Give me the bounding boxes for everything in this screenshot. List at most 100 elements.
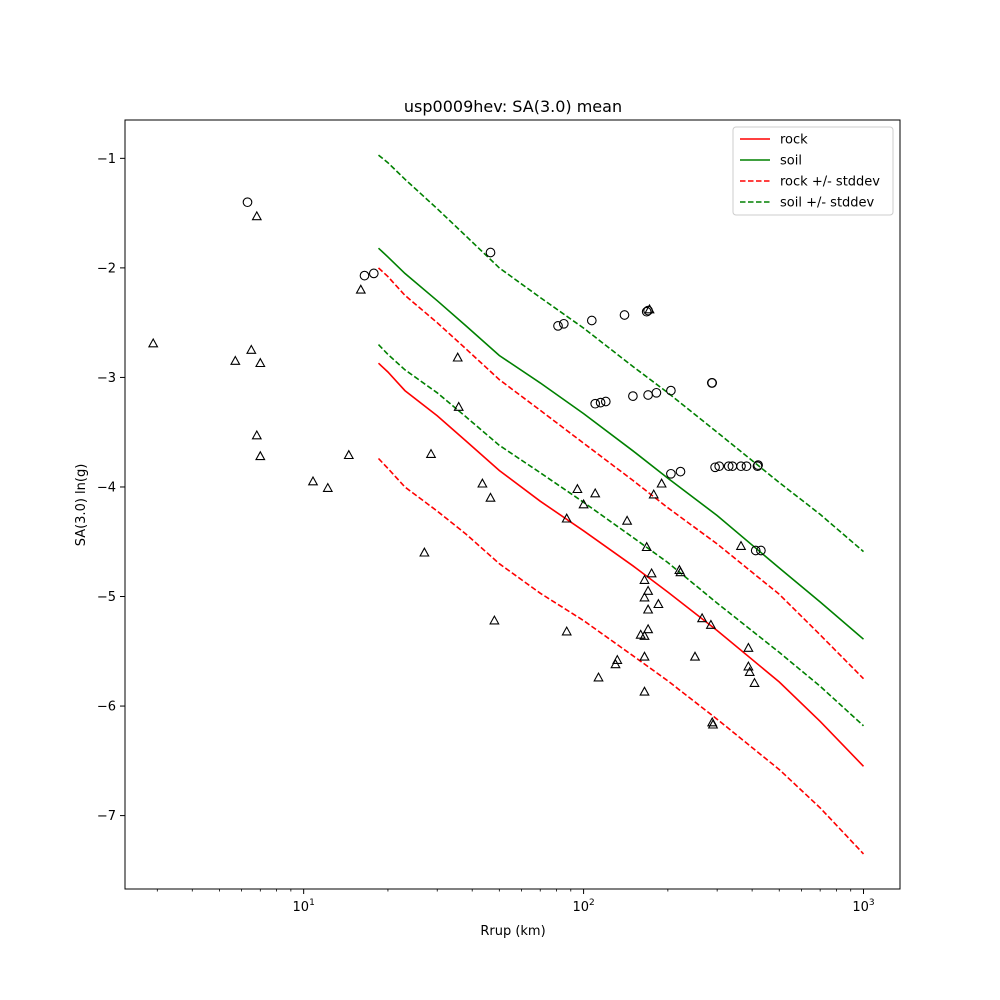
triangle-marker bbox=[589, 487, 601, 498]
plot-lines bbox=[377, 154, 865, 855]
triangle-marker bbox=[639, 574, 650, 584]
circle-marker bbox=[628, 391, 638, 401]
triangle-marker bbox=[578, 498, 589, 509]
triangle-marker bbox=[641, 541, 652, 552]
triangle-marker bbox=[639, 651, 650, 661]
y-tick-label: −7 bbox=[97, 809, 116, 824]
circle-marker bbox=[756, 545, 766, 556]
circle-marker bbox=[600, 396, 611, 407]
chart-title: usp0009hev: SA(3.0) mean bbox=[404, 97, 622, 116]
circle-marker bbox=[750, 545, 761, 556]
x-tick-label: 103 bbox=[852, 898, 874, 915]
triangle-marker bbox=[689, 651, 701, 661]
series-line-3 bbox=[377, 457, 865, 855]
triangle-marker bbox=[251, 210, 263, 221]
triangle-marker bbox=[255, 450, 266, 461]
triangle-marker bbox=[343, 449, 355, 460]
triangle-marker bbox=[307, 475, 319, 486]
circle-marker bbox=[714, 461, 725, 472]
triangle-marker bbox=[653, 598, 664, 609]
triangle-marker bbox=[749, 677, 760, 687]
legend-label: rock bbox=[780, 133, 808, 148]
circle-marker bbox=[675, 466, 686, 477]
legend-label: soil bbox=[780, 154, 802, 169]
series-line-1 bbox=[377, 247, 865, 640]
triangle-marker bbox=[593, 671, 604, 682]
triangle-marker bbox=[646, 567, 657, 578]
triangle-marker bbox=[246, 344, 257, 354]
series-line-5 bbox=[377, 344, 865, 727]
legend-label: rock +/- stddev bbox=[780, 175, 880, 190]
circle-marker bbox=[368, 268, 379, 279]
y-tick-label: −1 bbox=[97, 152, 116, 167]
series-line-4 bbox=[377, 154, 865, 553]
triangle-marker bbox=[735, 540, 747, 550]
circle-marker bbox=[242, 197, 253, 208]
triangle-marker bbox=[675, 566, 686, 577]
x-axis-label: Rrup (km) bbox=[480, 924, 545, 939]
circle-marker bbox=[619, 310, 630, 320]
circle-marker bbox=[595, 397, 606, 408]
triangle-marker bbox=[452, 352, 463, 362]
triangle-marker bbox=[612, 654, 623, 664]
series-line-2 bbox=[377, 267, 865, 680]
triangle-marker bbox=[322, 482, 334, 492]
x-tick-label: 101 bbox=[293, 898, 315, 915]
y-tick-label: −2 bbox=[97, 261, 116, 276]
triangle-marker bbox=[642, 623, 654, 634]
triangle-marker bbox=[489, 614, 500, 625]
circle-marker bbox=[590, 398, 601, 409]
circle-marker bbox=[641, 306, 652, 317]
triangle-marker bbox=[656, 478, 667, 488]
triangle-marker bbox=[419, 547, 430, 557]
triangle-marker bbox=[425, 448, 437, 458]
y-tick-label: −5 bbox=[97, 590, 116, 605]
y-axis: −1 −2 −3 −4 −5 −6 −7 bbox=[97, 152, 125, 824]
triangle-marker bbox=[561, 625, 572, 636]
circle-marker bbox=[586, 315, 597, 326]
triangle-marker bbox=[705, 619, 717, 629]
circle-marker bbox=[710, 462, 720, 473]
triangle-marker bbox=[642, 585, 654, 595]
triangle-marker bbox=[696, 612, 708, 623]
triangle-marker bbox=[744, 666, 755, 676]
triangle-marker bbox=[561, 513, 572, 523]
series-line-0 bbox=[377, 362, 865, 767]
circle-marker bbox=[723, 461, 734, 472]
triangle-marker bbox=[707, 719, 719, 729]
circle-marker bbox=[753, 460, 763, 470]
circle-marker bbox=[741, 461, 752, 472]
x-tick-label: 102 bbox=[572, 898, 594, 915]
triangle-marker bbox=[639, 686, 650, 696]
circle-marker bbox=[707, 378, 718, 388]
triangle-marker bbox=[147, 337, 159, 348]
y-tick-label: −6 bbox=[97, 700, 116, 715]
circle-marker bbox=[485, 247, 496, 258]
circle-marker bbox=[736, 461, 746, 472]
x-axis: 101 102 103 bbox=[156, 889, 875, 915]
triangle-marker bbox=[251, 429, 263, 440]
triangle-marker bbox=[648, 488, 659, 499]
legend-label: soil +/- stddev bbox=[780, 196, 875, 211]
circle-marker bbox=[666, 468, 676, 479]
circle-marker bbox=[666, 385, 676, 396]
plot-frame bbox=[124, 119, 901, 890]
triangle-marker bbox=[621, 515, 633, 525]
triangle-marker bbox=[355, 284, 367, 294]
circle-marker bbox=[553, 321, 563, 331]
triangle-marker bbox=[639, 630, 650, 640]
plot-markers bbox=[147, 197, 766, 729]
triangle-marker bbox=[644, 303, 655, 314]
triangle-marker bbox=[642, 604, 654, 614]
triangle-marker bbox=[230, 355, 241, 365]
circle-marker bbox=[359, 270, 370, 281]
y-tick-label: −4 bbox=[97, 480, 116, 495]
circle-marker bbox=[558, 318, 569, 329]
triangle-marker bbox=[639, 591, 650, 602]
y-axis-label: SA(3.0) ln(g) bbox=[74, 464, 89, 547]
triangle-marker bbox=[453, 401, 464, 411]
triangle-marker bbox=[743, 642, 754, 652]
circle-marker bbox=[651, 387, 662, 398]
y-tick-label: −3 bbox=[97, 371, 116, 386]
